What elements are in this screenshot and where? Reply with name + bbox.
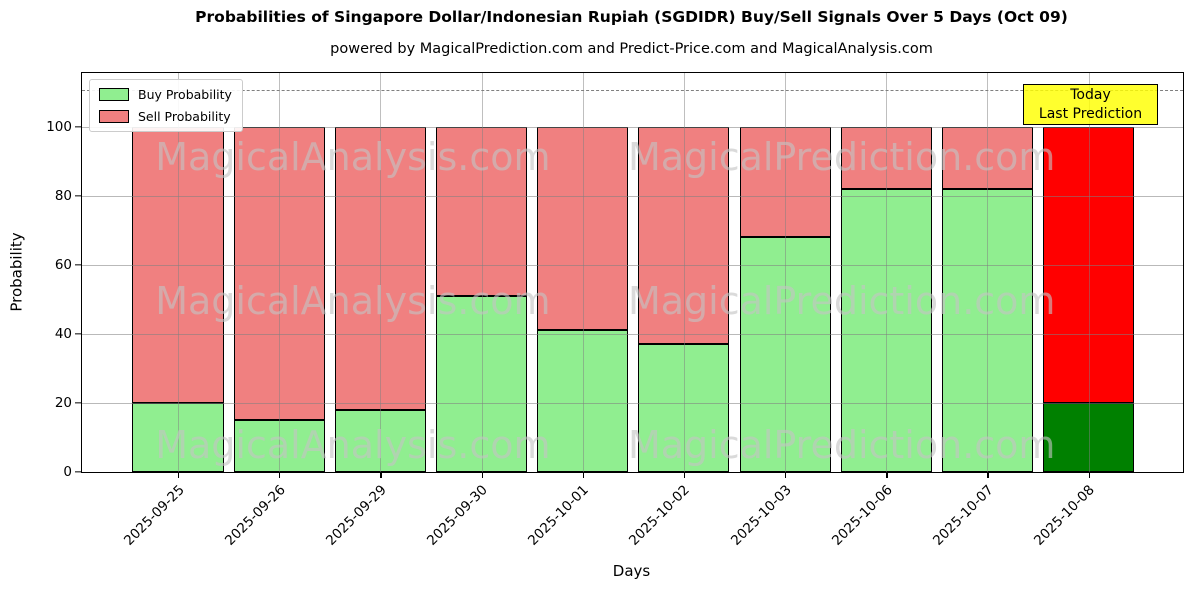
- y-tick-mark: [75, 402, 82, 404]
- x-tick-mark: [380, 472, 382, 478]
- plot-area: MagicalAnalysis.com MagicalPrediction.co…: [46, 72, 1184, 549]
- x-tick-label-text: 2025-09-25: [120, 482, 188, 549]
- x-axis-label: Days: [612, 562, 651, 580]
- watermark-text: MagicalPrediction.com: [627, 134, 1056, 179]
- y-gridline: [82, 264, 1183, 266]
- y-tick-label: 100: [46, 118, 72, 135]
- y-gridline: [82, 402, 1183, 404]
- watermark-text: MagicalAnalysis.com: [155, 134, 551, 179]
- x-gridline: [279, 73, 281, 472]
- watermark-text: MagicalAnalysis.com: [155, 422, 551, 467]
- legend-label-buy: Buy Probability: [138, 87, 232, 102]
- y-gridline: [82, 195, 1183, 197]
- legend-item-sell: Sell Probability: [99, 109, 232, 124]
- y-tick-mark: [75, 125, 82, 128]
- x-tick-label-text: 2025-10-08: [1031, 482, 1098, 549]
- x-tick-mark: [279, 472, 281, 478]
- x-gridline: [582, 73, 584, 472]
- bar-segment-buy: [537, 330, 629, 472]
- x-tick-mark: [178, 472, 180, 478]
- y-tick-mark: [75, 264, 82, 266]
- y-tick-label: 20: [54, 394, 72, 411]
- x-tick-mark: [886, 472, 888, 478]
- x-gridline: [481, 73, 483, 472]
- bar-segment-sell: [739, 126, 831, 238]
- x-gridline: [886, 73, 888, 472]
- bar-segment-buy: [638, 344, 730, 472]
- y-tick-label: 0: [63, 464, 72, 480]
- x-tick-label-text: 2025-10-03: [727, 482, 795, 549]
- x-gridline: [178, 73, 179, 472]
- legend: Buy Probability Sell Probability: [89, 79, 243, 132]
- x-tick-label-text: 2025-10-01: [525, 482, 593, 549]
- watermark-text: MagicalAnalysis.com: [155, 278, 551, 323]
- legend-item-buy: Buy Probability: [99, 87, 232, 102]
- y-tick-mark: [75, 333, 82, 335]
- chart-subtitle: powered by MagicalPrediction.com and Pre…: [330, 41, 933, 57]
- x-tick-label-text: 2025-09-26: [221, 482, 289, 549]
- bar-segment-sell: [537, 126, 629, 331]
- y-axis-label-text: Probability: [8, 231, 27, 312]
- x-tick-mark: [987, 472, 989, 478]
- legend-label-sell: Sell Probability: [138, 109, 231, 124]
- x-gridline: [380, 73, 382, 472]
- x-tick-mark: [481, 472, 483, 478]
- bar-segment-sell: [233, 126, 325, 421]
- dashed-guide-line: [82, 90, 1183, 92]
- y-gridline: [82, 333, 1183, 335]
- today-annotation: Today Last Prediction: [1023, 84, 1158, 125]
- x-tick-mark: [582, 472, 585, 478]
- y-gridline: [82, 126, 1183, 128]
- bar-segment-buy: [1043, 402, 1135, 472]
- x-gridline: [1088, 73, 1090, 472]
- sell-color-swatch: [99, 110, 129, 123]
- x-gridline: [785, 73, 787, 472]
- y-tick-label: 40: [54, 325, 72, 342]
- bar-segment-buy: [941, 188, 1033, 472]
- y-tick-mark: [75, 471, 82, 473]
- x-tick-mark: [785, 472, 787, 478]
- today-annotation-line1: Today: [1070, 86, 1111, 103]
- x-gridline: [987, 73, 989, 472]
- x-gridline: [683, 73, 685, 472]
- bar-segment-buy: [436, 295, 528, 472]
- y-axis-label: Probability: [6, 72, 28, 471]
- x-tick-label-text: 2025-09-30: [424, 482, 491, 549]
- bar-segment-sell: [132, 126, 224, 403]
- watermark-text: MagicalPrediction.com: [627, 422, 1056, 467]
- bar-segment-buy: [739, 237, 831, 472]
- y-tick-mark: [75, 194, 82, 197]
- watermark-text: MagicalPrediction.com: [627, 278, 1056, 323]
- x-tick-label-text: 2025-09-29: [322, 482, 390, 549]
- x-tick-mark: [683, 472, 686, 478]
- x-tick-label-text: 2025-10-06: [828, 482, 896, 549]
- bar-segment-sell: [1043, 126, 1135, 403]
- bar-segment-buy: [233, 420, 325, 472]
- x-tick-label-text: 2025-10-02: [626, 482, 694, 549]
- bar-segment-sell: [638, 126, 730, 345]
- today-annotation-line2: Last Prediction: [1038, 105, 1143, 122]
- y-tick-label: 60: [54, 256, 72, 273]
- buy-color-swatch: [99, 88, 129, 101]
- x-tick-mark: [1088, 472, 1090, 478]
- chart-title: Probabilities of Singapore Dollar/Indone…: [195, 8, 1068, 26]
- x-tick-label-text: 2025-10-07: [929, 482, 997, 549]
- y-tick-label: 80: [54, 187, 72, 204]
